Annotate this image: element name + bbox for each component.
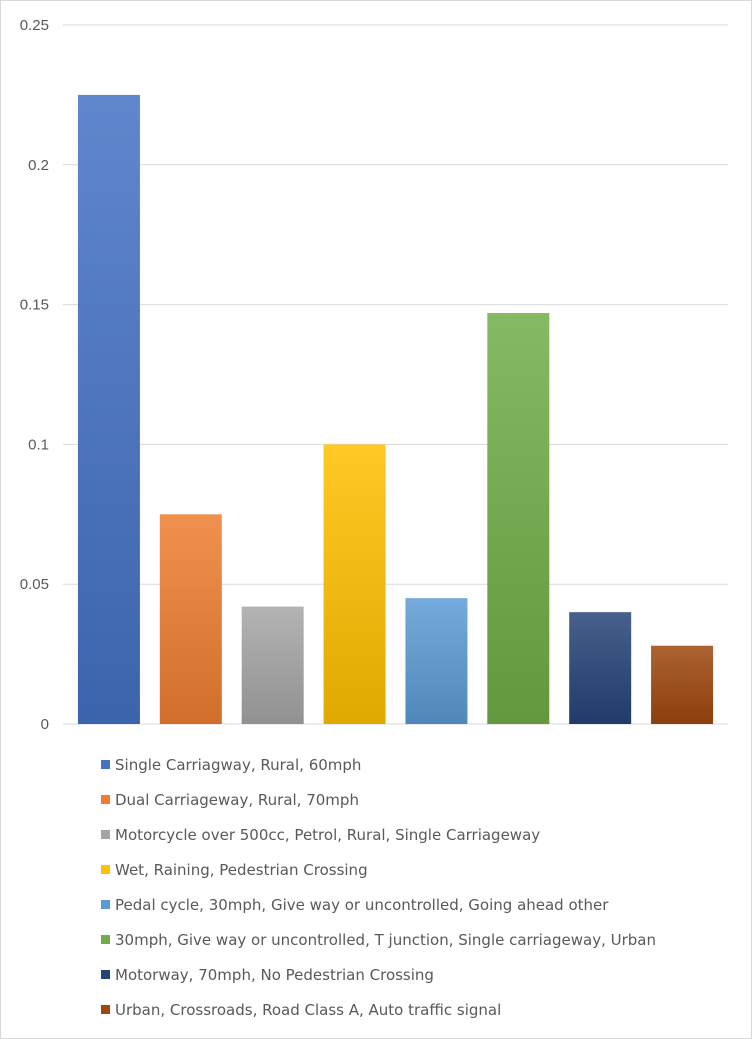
- bar: [241, 606, 304, 724]
- bars: [77, 94, 714, 724]
- bar: [405, 598, 468, 724]
- bar: [159, 514, 222, 724]
- legend-swatch: [101, 900, 110, 909]
- legend-label: Motorcycle over 500cc, Petrol, Rural, Si…: [115, 826, 540, 844]
- y-axis-tick-labels: 0 0.05 0.1 0.15 0.2 0.25: [20, 17, 49, 733]
- legend-swatch: [101, 760, 110, 769]
- legend-swatch: [101, 795, 110, 804]
- bar: [487, 312, 550, 724]
- legend-swatch: [101, 830, 110, 839]
- legend-label: Urban, Crossroads, Road Class A, Auto tr…: [115, 1001, 501, 1019]
- y-tick-label: 0.15: [20, 297, 49, 314]
- y-tick-label: 0.1: [28, 436, 49, 453]
- legend-swatch: [101, 865, 110, 874]
- bar: [77, 94, 140, 724]
- legend-item: Motorcycle over 500cc, Petrol, Rural, Si…: [101, 826, 540, 844]
- legend: Single Carriagway, Rural, 60mph Dual Carr…: [101, 756, 656, 1019]
- legend-item: 30mph, Give way or uncontrolled, T junct…: [101, 931, 656, 949]
- legend-label: 30mph, Give way or uncontrolled, T junct…: [115, 931, 656, 949]
- legend-item: Wet, Raining, Pedestrian Crossing: [101, 861, 368, 879]
- bar: [651, 645, 714, 724]
- bar: [323, 444, 386, 724]
- legend-label: Single Carriagway, Rural, 60mph: [115, 756, 361, 774]
- legend-swatch: [101, 970, 110, 979]
- y-tick-label: 0.05: [20, 576, 49, 593]
- legend-item: Pedal cycle, 30mph, Give way or uncontro…: [101, 896, 609, 914]
- legend-label: Motorway, 70mph, No Pedestrian Crossing: [115, 966, 434, 984]
- legend-swatch: [101, 935, 110, 944]
- legend-label: Dual Carriageway, Rural, 70mph: [115, 791, 359, 809]
- legend-label: Wet, Raining, Pedestrian Crossing: [115, 861, 368, 879]
- y-tick-label: 0.25: [20, 17, 49, 34]
- y-tick-label: 0.2: [28, 157, 49, 174]
- legend-item: Motorway, 70mph, No Pedestrian Crossing: [101, 966, 434, 984]
- legend-swatch: [101, 1005, 110, 1014]
- y-tick-label: 0: [41, 716, 49, 733]
- legend-label: Pedal cycle, 30mph, Give way or uncontro…: [115, 896, 609, 914]
- legend-item: Urban, Crossroads, Road Class A, Auto tr…: [101, 1001, 501, 1019]
- legend-item: Dual Carriageway, Rural, 70mph: [101, 791, 359, 809]
- bar: [569, 612, 632, 724]
- legend-item: Single Carriagway, Rural, 60mph: [101, 756, 361, 774]
